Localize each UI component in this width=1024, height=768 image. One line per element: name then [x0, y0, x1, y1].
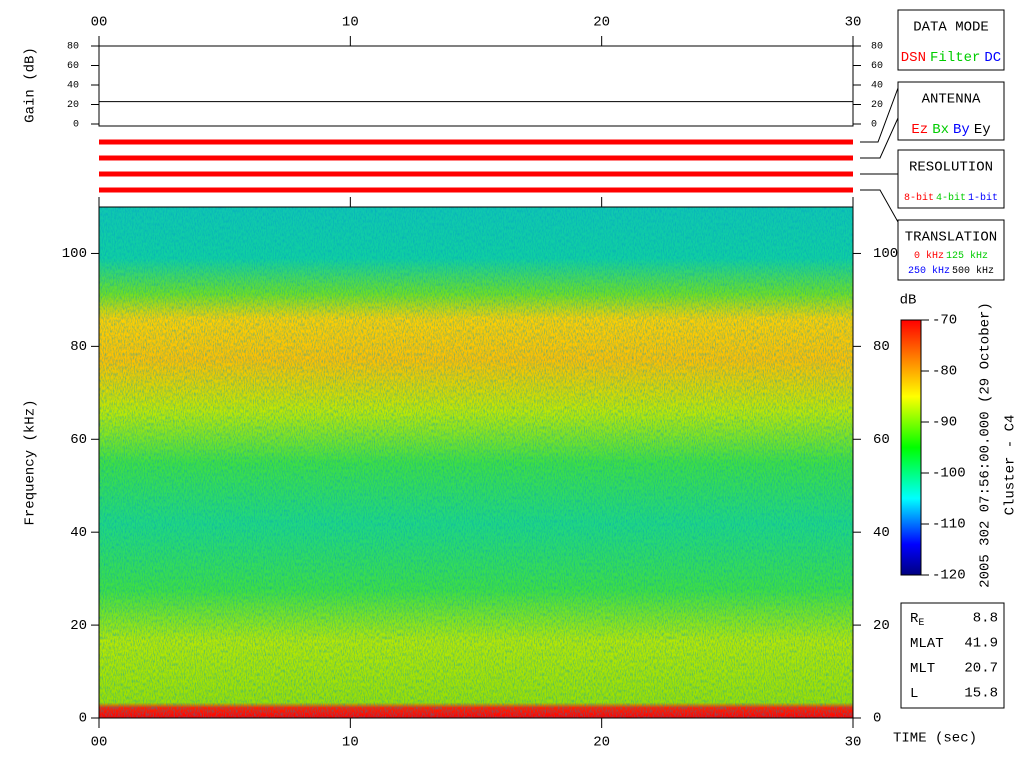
panel-item: 1-bit — [968, 192, 998, 204]
panel-title: ANTENNA — [922, 92, 981, 108]
info-value: 15.8 — [964, 686, 998, 702]
x-tick-label: 10 — [342, 15, 359, 31]
info-label-text: MLT — [910, 661, 935, 677]
x-tick-label: 30 — [845, 735, 862, 751]
panel-item: 0 kHz — [914, 250, 944, 262]
info-value: 41.9 — [964, 636, 998, 652]
info-label: MLAT — [910, 636, 944, 652]
panel-box — [897, 81, 1005, 141]
panel-item: Filter — [930, 50, 980, 66]
panel-item: Ey — [974, 122, 991, 138]
panel-box — [897, 9, 1005, 71]
x-tick-label: 10 — [342, 735, 359, 751]
panel-row: DSN Filter DC — [901, 50, 1001, 66]
y-tick-label: 40 — [70, 525, 87, 541]
x-tick-label: 20 — [593, 735, 610, 751]
y-tick-label: 0 — [873, 711, 881, 727]
y-tick-label: 20 — [70, 618, 87, 634]
colorbar-tick-label: -70 — [932, 313, 957, 329]
y-tick-label: 80 — [871, 42, 883, 53]
spectrogram-frame — [98, 206, 854, 719]
x-tick-label: 30 — [845, 15, 862, 31]
panel-item: DC — [984, 50, 1001, 66]
info-label: RE — [910, 611, 924, 629]
y-tick-label: 20 — [67, 100, 79, 111]
panel-item: 125 kHz — [946, 250, 988, 262]
side-title: 2005 302 07:56:00.000 (29 October) — [978, 302, 994, 588]
side-subtitle: Cluster - C4 — [1003, 415, 1019, 516]
info-value: 20.7 — [964, 661, 998, 677]
x-axis-label: TIME (sec) — [893, 731, 977, 747]
y-tick-label: 60 — [67, 61, 79, 72]
panel-item: Ez — [911, 122, 928, 138]
info-value: 8.8 — [973, 611, 998, 627]
panel-item: 250 kHz — [908, 265, 950, 277]
panel-item: By — [953, 122, 970, 138]
y-axis-label: Gain (dB) — [23, 47, 39, 123]
panel-row: 8-bit 4-bit 1-bit — [904, 192, 998, 204]
y-tick-label: 100 — [62, 246, 87, 262]
panel-title: RESOLUTION — [909, 160, 993, 176]
panel-box — [897, 219, 1005, 281]
panel-title: DATA MODE — [913, 20, 989, 36]
y-tick-label: 100 — [873, 246, 898, 262]
y-tick-label: 20 — [871, 100, 883, 111]
panel-item: 500 kHz — [952, 265, 994, 277]
info-label-sub: E — [918, 618, 924, 629]
y-tick-label: 40 — [871, 81, 883, 92]
y-tick-label: 80 — [67, 42, 79, 53]
status-arrows — [860, 87, 899, 223]
spectrogram-image — [99, 207, 853, 718]
y-tick-label: 20 — [873, 618, 890, 634]
panel-item: DSN — [901, 50, 926, 66]
y-axis-label: Frequency (kHz) — [23, 399, 39, 525]
colorbar-tick-label: -100 — [932, 466, 966, 482]
y-tick-label: 60 — [70, 432, 87, 448]
x-tick-label: 00 — [91, 15, 108, 31]
panel-row: Ez Bx By Ey — [911, 122, 990, 138]
y-tick-label: 80 — [70, 339, 87, 355]
x-tick-label: 20 — [593, 15, 610, 31]
colorbar-tick-label: -80 — [932, 364, 957, 380]
panel-row: 0 kHz 125 kHz — [914, 250, 988, 262]
info-label-text: L — [910, 686, 918, 702]
info-label-text: MLAT — [910, 636, 944, 652]
colorbar-tick-label: -90 — [932, 415, 957, 431]
info-label: MLT — [910, 661, 935, 677]
panel-item: Bx — [932, 122, 949, 138]
colorbar-tick-label: -110 — [932, 517, 966, 533]
x-tick-label: 00 — [91, 735, 108, 751]
panel-box — [897, 149, 1005, 209]
panel-item: 8-bit — [904, 192, 934, 204]
y-tick-label: 40 — [873, 525, 890, 541]
colorbar — [900, 319, 922, 576]
colorbar-label: dB — [900, 293, 917, 309]
gain-frame — [98, 45, 854, 127]
info-box — [900, 602, 1005, 709]
y-tick-label: 0 — [871, 120, 877, 131]
y-tick-label: 80 — [873, 339, 890, 355]
status-bars — [99, 139, 853, 193]
y-tick-label: 0 — [79, 711, 87, 727]
y-tick-label: 0 — [73, 120, 79, 131]
panel-item: 4-bit — [936, 192, 966, 204]
info-label-text: R — [910, 611, 919, 627]
panel-row: 250 kHz 500 kHz — [908, 265, 994, 277]
info-label: L — [910, 686, 918, 702]
y-tick-label: 60 — [873, 432, 890, 448]
y-tick-label: 60 — [871, 61, 883, 72]
panel-title: TRANSLATION — [905, 230, 997, 246]
colorbar-tick-label: -120 — [932, 568, 966, 584]
y-tick-label: 40 — [67, 81, 79, 92]
